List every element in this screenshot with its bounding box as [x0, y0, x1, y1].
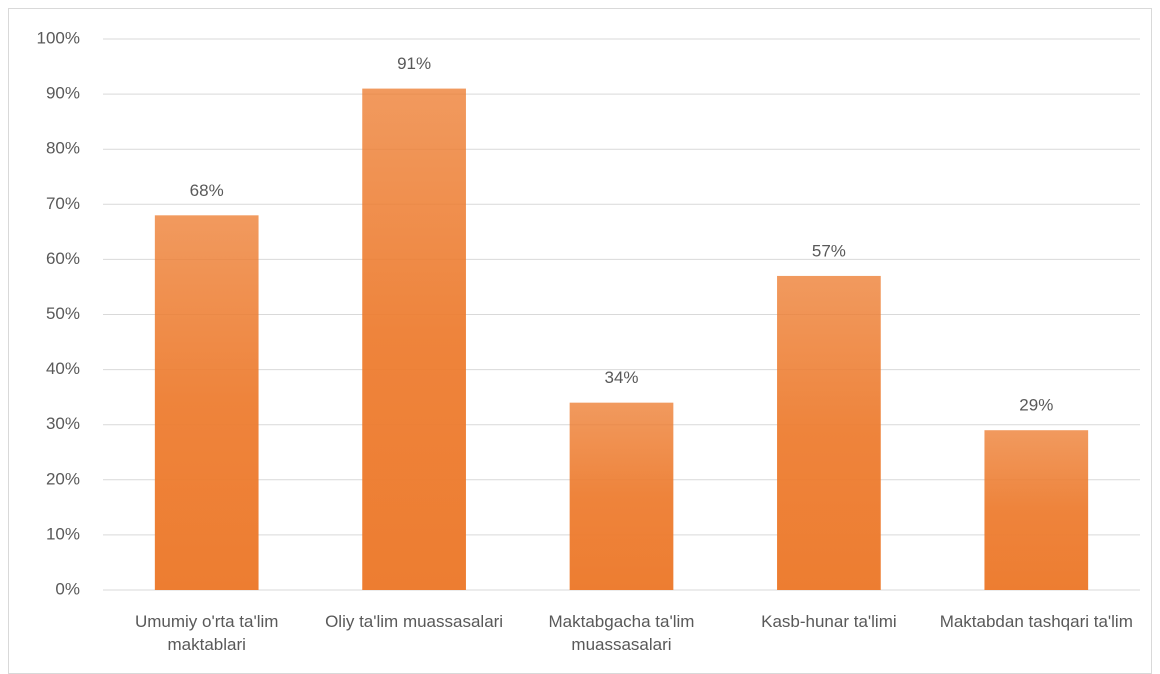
data-label: 29%: [1019, 396, 1053, 415]
data-label: 34%: [604, 368, 638, 387]
bar: [154, 215, 259, 590]
y-tick-label: 30%: [46, 414, 80, 433]
x-tick-label: Oliy ta'lim muassasalari: [325, 612, 504, 631]
x-tick-label: Kasb-hunar ta'limi: [761, 612, 897, 631]
bar: [362, 88, 466, 590]
bar: [569, 402, 674, 590]
x-tick-label: Umumiy o'rta ta'lim maktablari: [134, 612, 279, 654]
y-tick-label: 20%: [46, 469, 80, 488]
y-tick-label: 100%: [37, 28, 80, 47]
x-tick-label: Maktabdan tashqari ta'lim: [939, 612, 1133, 631]
data-label: 68%: [190, 181, 224, 200]
y-tick-label: 10%: [46, 524, 80, 543]
y-tick-label: 90%: [46, 84, 80, 103]
y-tick-label: 40%: [46, 359, 80, 378]
y-tick-label: 60%: [46, 249, 80, 268]
y-tick-label: 80%: [46, 139, 80, 158]
bar: [984, 430, 1089, 590]
x-tick-label: Maktabgacha ta'lim muassasalari: [548, 612, 695, 654]
y-tick-label: 0%: [55, 579, 80, 598]
data-label: 57%: [812, 241, 846, 260]
y-tick-label: 50%: [46, 304, 80, 323]
y-tick-label: 70%: [46, 194, 80, 213]
data-label: 91%: [397, 54, 431, 73]
bar: [777, 275, 881, 590]
